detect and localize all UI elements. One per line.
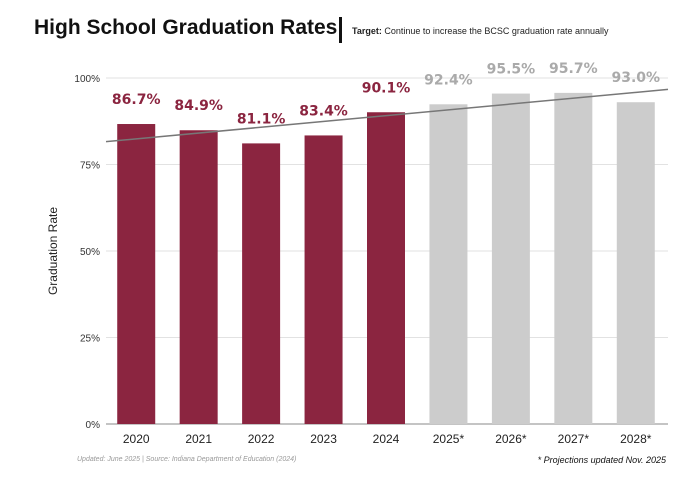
x-tick-label: 2024 [373, 432, 400, 446]
data-label: 95.5% [487, 62, 536, 78]
bar [117, 124, 156, 424]
bar [616, 102, 655, 424]
projection-note: * Projections updated Nov. 2025 [537, 455, 666, 465]
data-label: 84.9% [174, 98, 223, 114]
x-tick-label: 2025* [433, 432, 465, 446]
data-label: 81.1% [237, 111, 286, 127]
target-label: Target: [352, 26, 382, 36]
target-statement: Target: Continue to increase the BCSC gr… [352, 26, 609, 36]
data-label: 83.4% [299, 103, 348, 119]
target-text: Continue to increase the BCSC graduation… [384, 26, 609, 36]
x-tick-label: 2022 [248, 432, 275, 446]
x-tick-label: 2020 [123, 432, 150, 446]
y-tick-label: 50% [80, 247, 100, 258]
y-tick-label: 75% [80, 161, 100, 172]
x-tick-label: 2026* [495, 432, 527, 446]
data-label: 92.4% [424, 72, 473, 88]
bar [367, 112, 405, 424]
title-divider [339, 17, 342, 43]
bar [554, 92, 593, 425]
y-tick-label: 0% [86, 420, 101, 431]
bar [242, 143, 281, 425]
y-tick-label: 100% [74, 74, 100, 85]
page-title: High School Graduation Rates [34, 16, 338, 39]
data-label: 86.7% [112, 92, 161, 108]
y-tick-label: 25% [80, 334, 100, 345]
x-tick-label: 2027* [558, 432, 590, 446]
bar [491, 93, 530, 424]
bar [429, 104, 468, 425]
y-axis-label: Graduation Rate [46, 207, 60, 295]
data-label: 93.0% [611, 70, 660, 86]
x-tick-label: 2021 [185, 432, 212, 446]
trendline [105, 88, 669, 143]
bar [179, 130, 218, 424]
source-note: Updated: June 2025 | Source: Indiana Dep… [77, 456, 297, 463]
data-label: 95.7% [549, 61, 598, 77]
bar [304, 135, 343, 424]
data-label: 90.1% [362, 80, 411, 96]
x-tick-label: 2023 [310, 432, 337, 446]
x-tick-label: 2028* [620, 432, 652, 446]
